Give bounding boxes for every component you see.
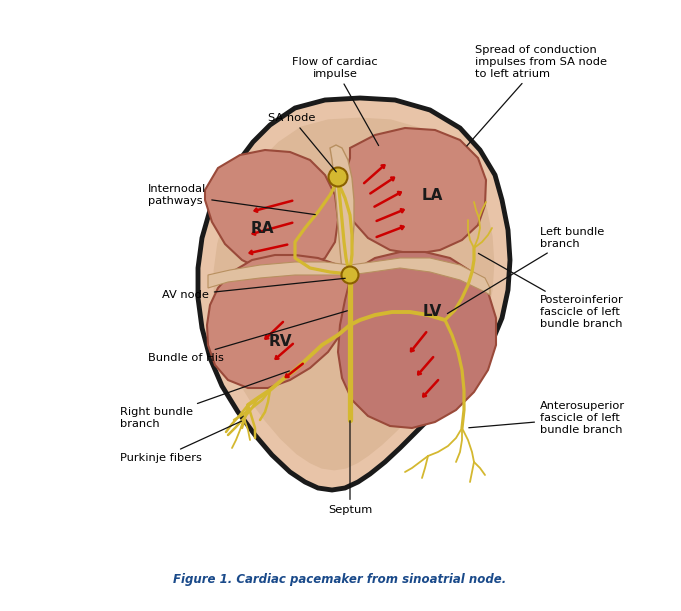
Text: Flow of cardiac
impulse: Flow of cardiac impulse bbox=[292, 57, 379, 145]
Text: Spread of conduction
impulses from SA node
to left atrium: Spread of conduction impulses from SA no… bbox=[467, 45, 607, 146]
Text: LA: LA bbox=[422, 188, 443, 202]
Polygon shape bbox=[345, 128, 486, 254]
Polygon shape bbox=[205, 150, 338, 272]
Text: LV: LV bbox=[422, 304, 441, 320]
Text: Right bundle
branch: Right bundle branch bbox=[120, 371, 289, 429]
Text: Posteroinferior
fascicle of left
bundle branch: Posteroinferior fascicle of left bundle … bbox=[479, 254, 624, 329]
Text: Anterosuperior
fascicle of left
bundle branch: Anterosuperior fascicle of left bundle b… bbox=[469, 401, 625, 434]
Text: Left bundle
branch: Left bundle branch bbox=[447, 227, 604, 313]
Text: Figure 1. Cardiac pacemaker from sinoatrial node.: Figure 1. Cardiac pacemaker from sinoatr… bbox=[174, 574, 507, 587]
Circle shape bbox=[341, 266, 358, 284]
Text: Septum: Septum bbox=[328, 421, 372, 515]
Polygon shape bbox=[330, 145, 354, 280]
Text: AV node: AV node bbox=[162, 278, 345, 300]
Text: SA node: SA node bbox=[268, 113, 336, 172]
Circle shape bbox=[328, 167, 347, 186]
Text: RV: RV bbox=[268, 334, 291, 349]
Text: RA: RA bbox=[250, 221, 274, 235]
Polygon shape bbox=[207, 255, 350, 388]
Text: Internodal
pathways: Internodal pathways bbox=[148, 184, 315, 214]
Polygon shape bbox=[214, 117, 494, 470]
Polygon shape bbox=[208, 258, 490, 295]
Polygon shape bbox=[198, 98, 510, 490]
Text: Bundle of His: Bundle of His bbox=[148, 311, 347, 363]
Polygon shape bbox=[338, 252, 496, 428]
Text: Purkinje fibers: Purkinje fibers bbox=[120, 421, 242, 463]
